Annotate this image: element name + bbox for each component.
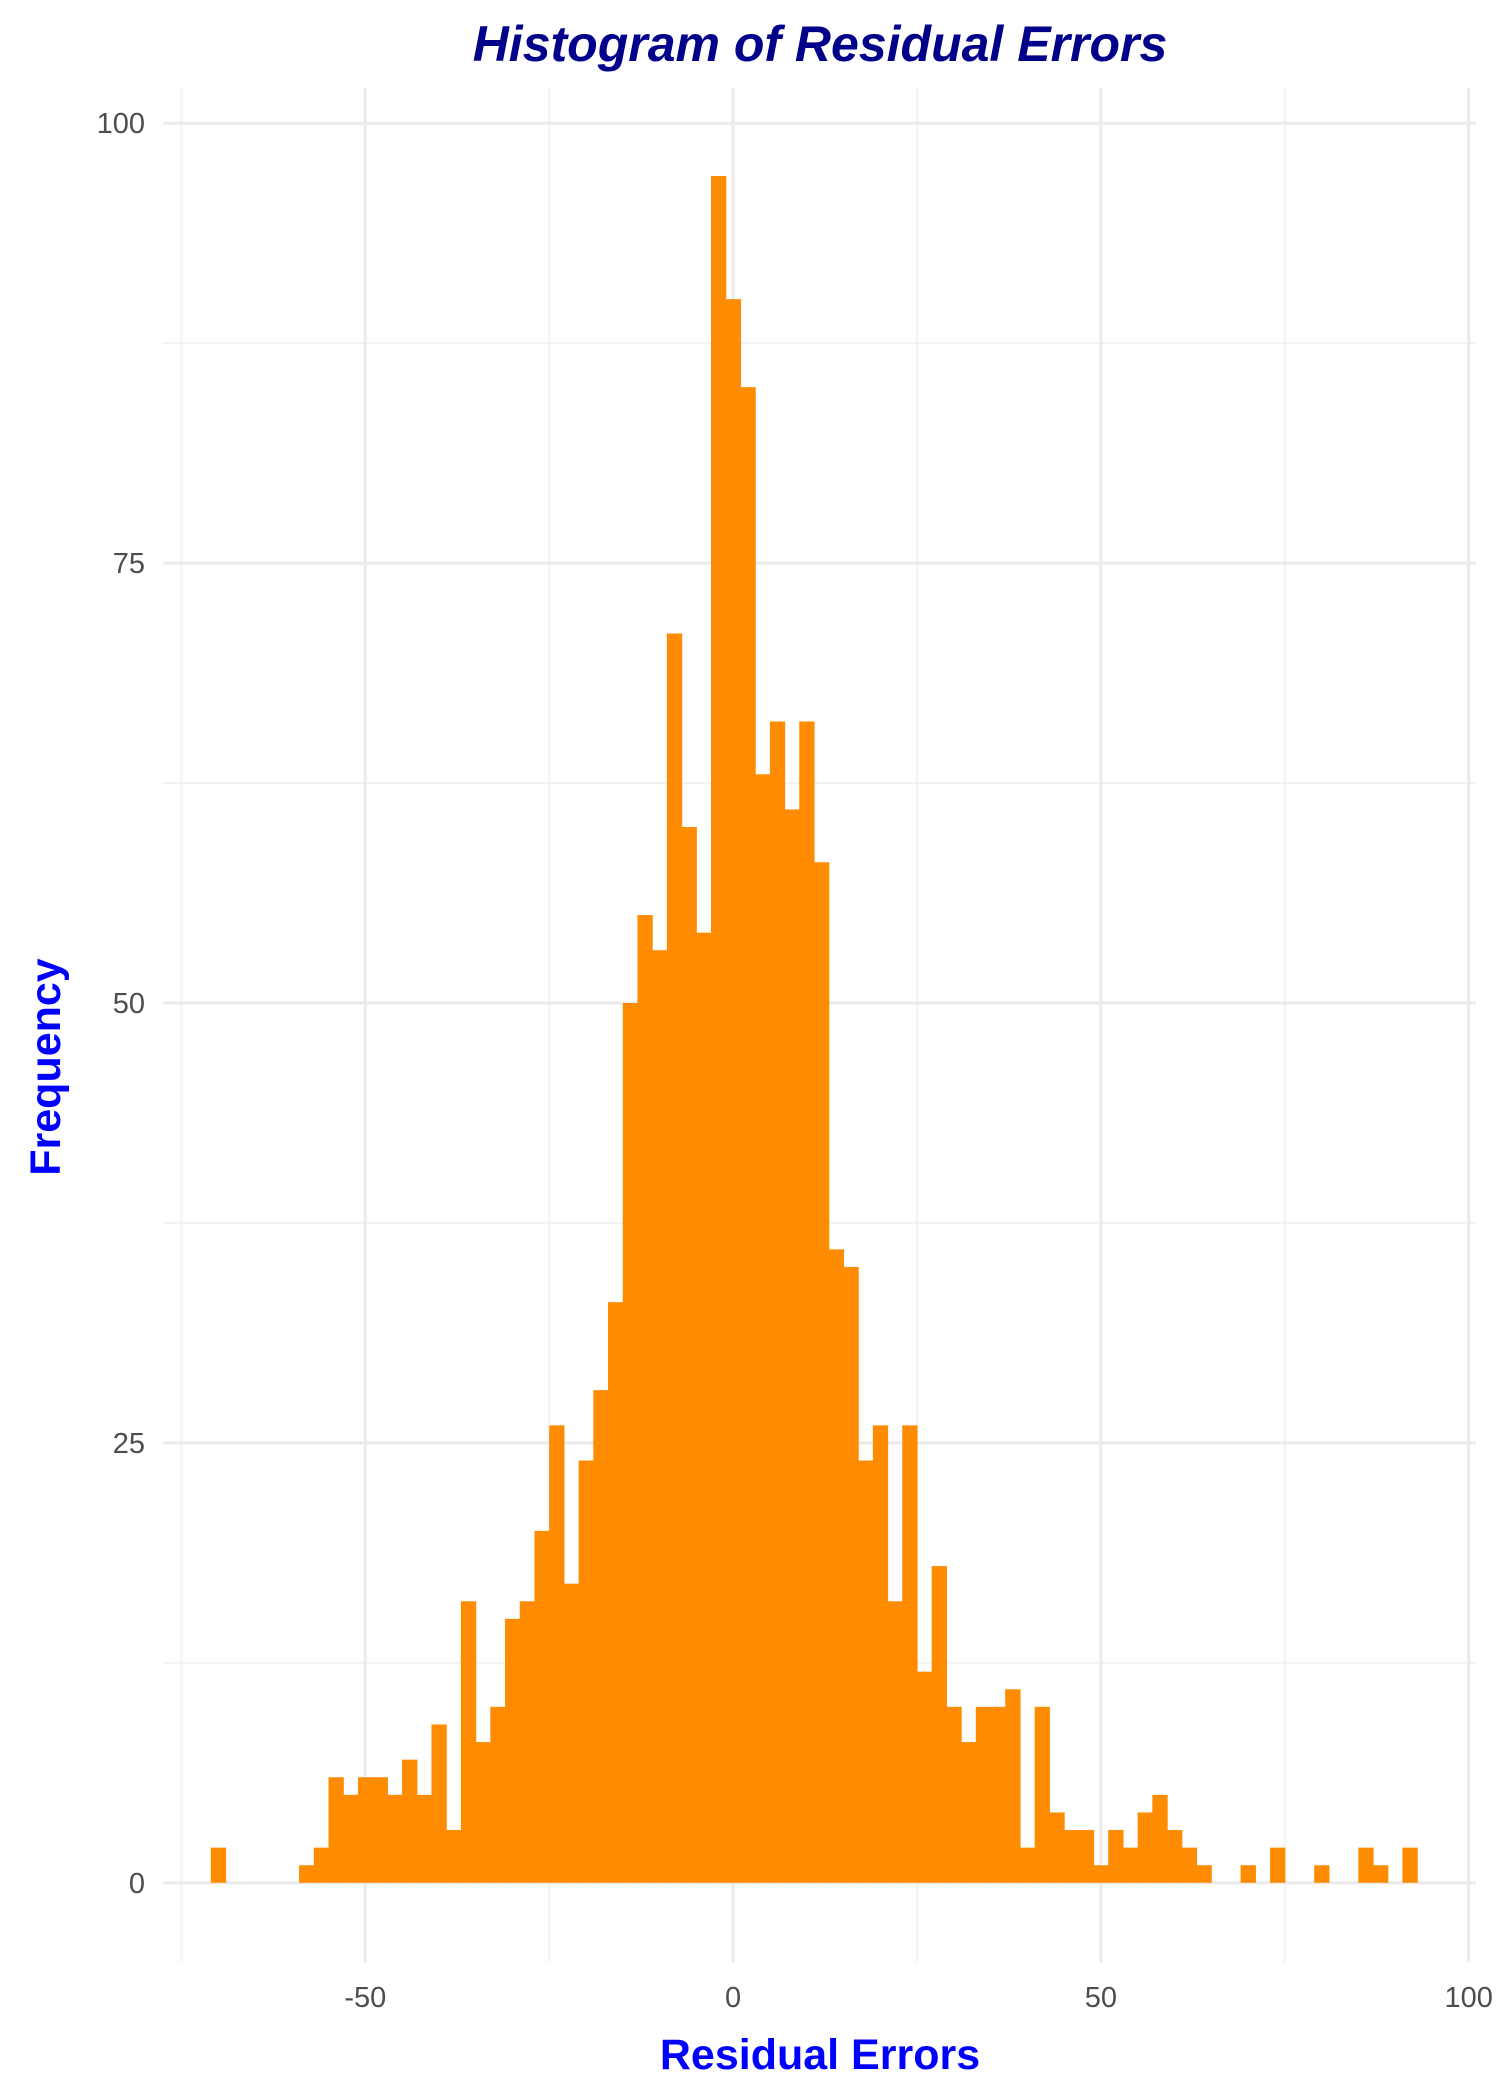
histogram-bar xyxy=(858,1460,874,1883)
histogram-bar xyxy=(1240,1865,1256,1883)
histogram-bar xyxy=(843,1266,859,1883)
histogram-bar xyxy=(1064,1830,1080,1883)
histogram-bar xyxy=(1167,1830,1183,1883)
histogram-bar xyxy=(769,721,786,1883)
histogram-bar xyxy=(799,721,815,1883)
histogram-bar xyxy=(1358,1847,1374,1883)
histogram-bar xyxy=(828,1249,845,1883)
histogram-bar xyxy=(416,1794,433,1883)
histogram-bar xyxy=(387,1794,403,1883)
histogram-bar xyxy=(696,932,712,1883)
histogram-bar xyxy=(505,1618,521,1883)
histogram-bar xyxy=(1181,1847,1198,1883)
x-tick-label: -50 xyxy=(344,1982,386,2014)
histogram-bar xyxy=(755,774,771,1883)
histogram-bars xyxy=(210,175,1418,1883)
y-tick-label: 75 xyxy=(113,548,145,580)
y-axis-title: Frequency xyxy=(22,958,70,1176)
histogram-bar xyxy=(1196,1865,1212,1883)
histogram-bar xyxy=(593,1390,609,1883)
histogram-bar xyxy=(313,1847,330,1883)
histogram-bar xyxy=(872,1425,889,1883)
x-tick-label: 0 xyxy=(725,1982,741,2014)
histogram-bar xyxy=(549,1425,565,1883)
histogram-bar xyxy=(299,1865,315,1883)
histogram-bar xyxy=(1137,1812,1153,1883)
histogram-bar xyxy=(1034,1706,1050,1883)
histogram-bar xyxy=(961,1742,977,1883)
histogram-bar xyxy=(402,1759,418,1883)
histogram-bar xyxy=(490,1706,506,1883)
histogram-bar xyxy=(740,387,756,1883)
histogram-bar xyxy=(328,1777,344,1883)
histogram-bar xyxy=(1005,1689,1021,1883)
x-axis-title: Residual Errors xyxy=(660,2031,980,2079)
histogram-bar xyxy=(431,1724,447,1883)
histogram-bar xyxy=(210,1847,227,1883)
histogram-bar xyxy=(534,1530,550,1883)
histogram-bar xyxy=(357,1777,374,1883)
histogram-bar xyxy=(1108,1830,1124,1883)
histogram-bar xyxy=(990,1706,1006,1883)
histogram-bar xyxy=(446,1830,462,1883)
histogram-bar xyxy=(902,1425,918,1883)
y-tick-label: 100 xyxy=(97,108,145,140)
histogram-bar xyxy=(578,1460,594,1883)
histogram-bar xyxy=(1373,1865,1389,1883)
histogram-bar xyxy=(343,1794,359,1883)
x-tick-label: 100 xyxy=(1444,1982,1492,2014)
histogram-bar xyxy=(1049,1812,1065,1883)
histogram-bar xyxy=(975,1706,992,1883)
histogram-bar xyxy=(784,809,800,1883)
histogram-bar xyxy=(681,827,697,1883)
histogram-bar xyxy=(519,1601,536,1883)
histogram-bar xyxy=(1078,1830,1095,1883)
x-tick-label: 50 xyxy=(1085,1982,1117,2014)
histogram-bar xyxy=(887,1601,903,1883)
histogram-bar xyxy=(1093,1865,1109,1883)
histogram-bar xyxy=(372,1777,388,1883)
histogram-bar xyxy=(475,1742,491,1883)
histogram-bar xyxy=(1314,1865,1330,1883)
chart-title: Histogram of Residual Errors xyxy=(473,16,1168,72)
y-tick-label: 25 xyxy=(113,1428,145,1460)
histogram-bar xyxy=(946,1706,962,1883)
histogram-bar xyxy=(1152,1794,1168,1883)
histogram-bar xyxy=(608,1302,624,1883)
histogram-bar xyxy=(931,1566,947,1883)
histogram-bar xyxy=(1122,1847,1139,1883)
histogram-bar xyxy=(916,1671,933,1883)
histogram-bar xyxy=(725,299,742,1883)
histogram-bar xyxy=(460,1601,477,1883)
histogram-bar xyxy=(711,175,727,1883)
y-tick-label: 0 xyxy=(129,1868,145,1900)
histogram-bar xyxy=(622,1003,639,1883)
x-axis-ticks: -50 0 50 100 xyxy=(344,1982,1493,2014)
histogram-bar xyxy=(637,915,653,1883)
histogram-bar xyxy=(1270,1847,1286,1883)
histogram-bar xyxy=(563,1583,580,1883)
histogram-bar xyxy=(1402,1847,1418,1883)
histogram-bar xyxy=(813,862,830,1883)
histogram-bar xyxy=(652,950,668,1883)
y-tick-label: 50 xyxy=(113,988,145,1020)
histogram-bar xyxy=(666,633,683,1883)
y-axis-ticks: 0 25 50 75 100 xyxy=(97,108,145,1900)
histogram-bar xyxy=(1019,1847,1036,1883)
